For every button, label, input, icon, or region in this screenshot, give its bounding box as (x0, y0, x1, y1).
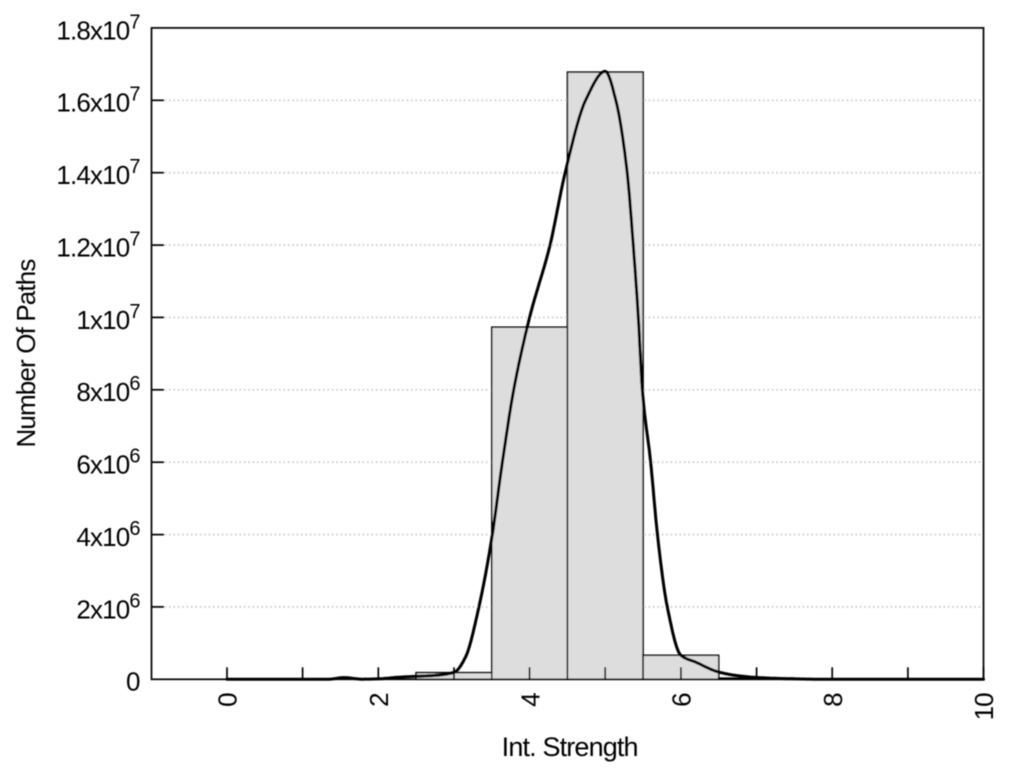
svg-text:1.4x107: 1.4x107 (56, 156, 140, 190)
svg-text:6x106: 6x106 (76, 446, 140, 480)
svg-text:10: 10 (969, 693, 999, 721)
svg-text:1.8x107: 1.8x107 (56, 11, 140, 45)
svg-text:0: 0 (126, 667, 140, 697)
svg-text:4: 4 (515, 693, 545, 707)
svg-text:8: 8 (818, 693, 848, 707)
svg-text:Int. Strength: Int. Strength (502, 732, 638, 762)
svg-text:2: 2 (364, 693, 394, 707)
svg-text:1.2x107: 1.2x107 (56, 229, 140, 263)
svg-text:0: 0 (213, 693, 243, 707)
svg-text:6: 6 (667, 693, 697, 707)
svg-text:1.6x107: 1.6x107 (56, 84, 140, 118)
svg-text:Number Of Paths: Number Of Paths (11, 259, 41, 448)
svg-text:1x107: 1x107 (76, 301, 140, 335)
